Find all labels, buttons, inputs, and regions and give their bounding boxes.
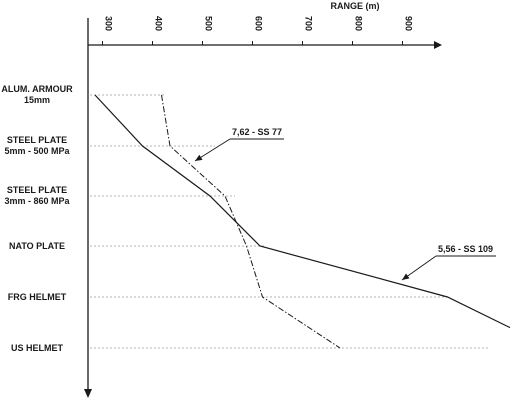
x-tick-label: 700 [304,16,314,31]
annotations: 7,62 - SS 77 5,56 - SS 109 [194,127,496,281]
category-label-line: 5mm - 500 MPa [4,146,70,156]
x-ticks: 300 400 500 600 700 800 900 [102,16,414,45]
category-label: STEEL PLATE 5mm - 500 MPa [4,135,70,156]
category-label: FRG HELMET [8,292,67,302]
x-tick-label: 300 [104,16,114,31]
category-label-line: NATO PLATE [9,241,65,251]
category-label: NATO PLATE [9,241,65,251]
x-tick-label: 600 [254,16,264,31]
annotation-arrowhead [195,154,203,161]
category-label: STEEL PLATE 3mm - 860 MPa [4,185,70,206]
series-line [161,94,341,349]
axes [84,18,442,398]
category-label-line: FRG HELMET [8,292,67,302]
annotation-arrowhead [402,273,410,280]
x-tick-label: 500 [204,16,214,31]
y-axis-arrow [84,389,92,398]
category-label: US HELMET [11,343,64,353]
grid-lines [90,94,488,349]
x-axis-arrow [434,41,442,49]
category-label-line: ALUM. ARMOUR [1,84,73,94]
series-lines [94,94,511,349]
series-line [94,94,511,329]
x-axis-label: RANGE (m) [331,1,380,11]
category-label-line: STEEL PLATE [7,185,67,195]
category-label-line: 3mm - 860 MPa [4,196,70,206]
category-label-line: 15mm [24,95,50,105]
category-label-line: US HELMET [11,343,64,353]
category-label: ALUM. ARMOUR 15mm [1,84,73,105]
category-label-line: STEEL PLATE [7,135,67,145]
annotation-5-56: 5,56 - SS 109 [438,244,493,254]
x-tick-label: 400 [154,16,164,31]
annotation-7-62: 7,62 - SS 77 [232,127,282,137]
x-tick-label: 900 [404,16,414,31]
x-tick-label: 800 [354,16,364,31]
